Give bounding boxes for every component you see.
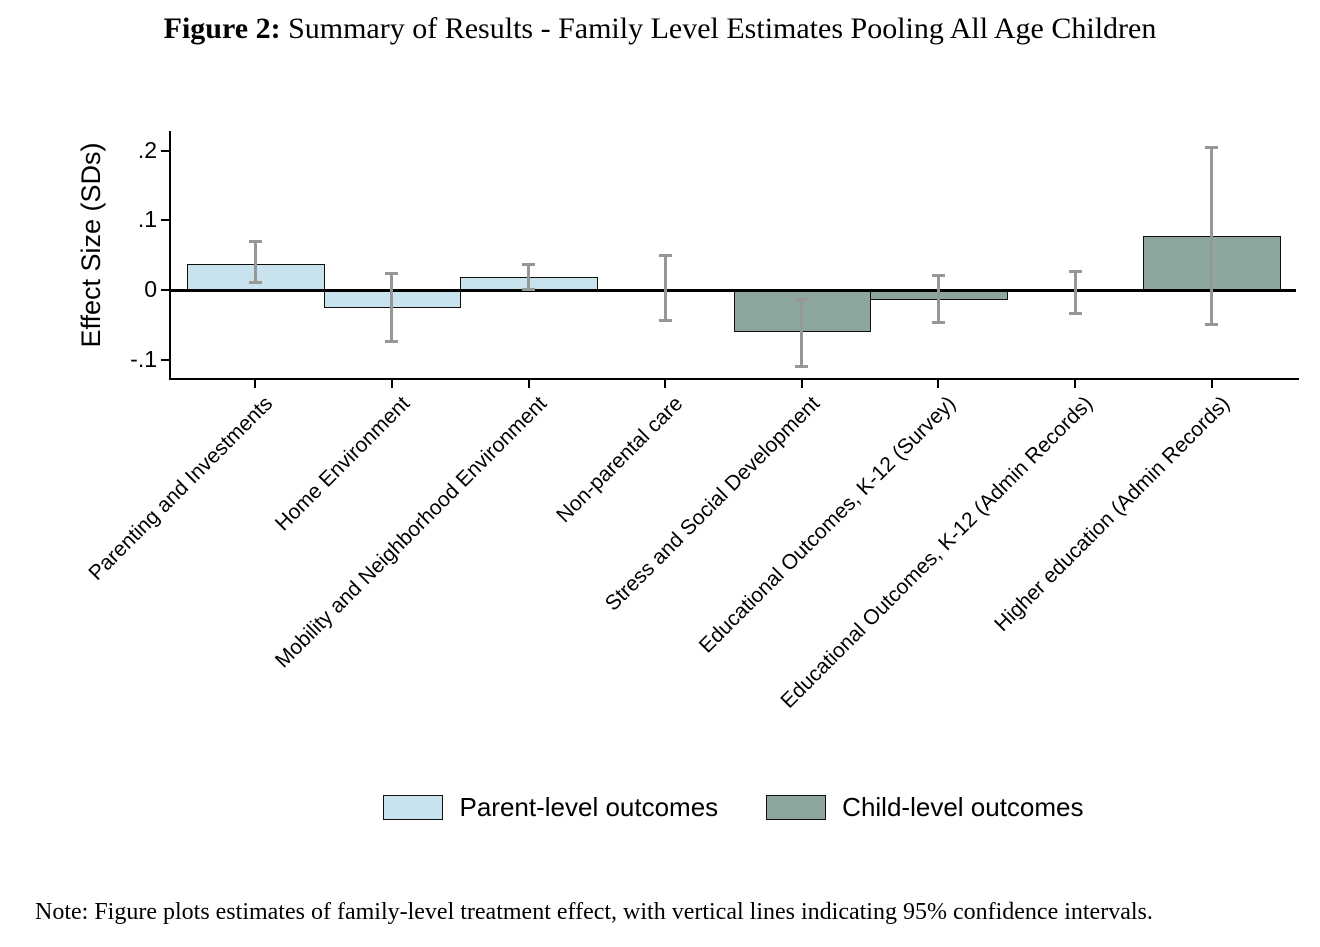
x-axis bbox=[169, 378, 1299, 380]
confidence-interval-line bbox=[390, 273, 394, 342]
figure-note: Note: Figure plots estimates of family-l… bbox=[35, 899, 1153, 925]
ci-lower-cap bbox=[795, 364, 809, 368]
y-tick bbox=[161, 149, 169, 152]
y-tick bbox=[161, 289, 169, 292]
confidence-interval-line bbox=[800, 299, 804, 367]
y-tick-label: .1 bbox=[137, 206, 157, 233]
legend-label-parent: Parent-level outcomes bbox=[459, 792, 719, 822]
ci-lower-cap bbox=[522, 287, 536, 291]
ci-lower-cap bbox=[658, 318, 672, 322]
ci-upper-cap bbox=[385, 271, 399, 275]
x-tick bbox=[937, 380, 940, 388]
child-outcomes-swatch bbox=[766, 795, 827, 820]
ci-lower-cap bbox=[248, 280, 262, 284]
ci-lower-cap bbox=[931, 321, 945, 325]
y-tick bbox=[161, 358, 169, 361]
figure-title: Figure 2: Summary of Results - Family Le… bbox=[0, 12, 1320, 46]
x-tick bbox=[1210, 380, 1213, 388]
y-tick-label: .2 bbox=[137, 136, 157, 163]
figure-title-text: Summary of Results - Family Level Estima… bbox=[280, 12, 1157, 45]
y-tick-label: 0 bbox=[144, 276, 157, 303]
legend-entry-child: Child-level outcomes bbox=[766, 792, 1084, 823]
legend-label-child: Child-level outcomes bbox=[842, 792, 1084, 822]
ci-lower-cap bbox=[385, 340, 399, 344]
parent-outcomes-swatch bbox=[383, 795, 444, 820]
ci-upper-cap bbox=[795, 297, 809, 301]
confidence-interval-line bbox=[936, 275, 940, 323]
x-tick bbox=[254, 380, 257, 388]
confidence-interval-line bbox=[527, 264, 531, 290]
x-tick bbox=[800, 380, 803, 388]
x-tick bbox=[527, 380, 530, 388]
zero-line bbox=[171, 288, 1296, 292]
figure-number: Figure 2: bbox=[163, 12, 281, 45]
legend-entry-parent: Parent-level outcomes bbox=[383, 792, 718, 823]
ci-upper-cap bbox=[658, 254, 672, 258]
x-tick bbox=[1074, 380, 1077, 388]
ci-upper-cap bbox=[1068, 270, 1082, 274]
y-tick bbox=[161, 219, 169, 222]
y-tick-label: -.1 bbox=[130, 345, 157, 372]
x-tick bbox=[664, 380, 667, 388]
y-axis bbox=[169, 131, 171, 380]
ci-lower-cap bbox=[1205, 323, 1219, 327]
confidence-interval-line bbox=[1073, 271, 1077, 314]
x-tick bbox=[390, 380, 393, 388]
confidence-interval-line bbox=[1210, 147, 1214, 325]
ci-upper-cap bbox=[248, 240, 262, 244]
confidence-interval-line bbox=[253, 241, 257, 283]
ci-upper-cap bbox=[1205, 145, 1219, 149]
legend: Parent-level outcomes Child-level outcom… bbox=[170, 792, 1297, 823]
ci-upper-cap bbox=[522, 262, 536, 266]
confidence-interval-line bbox=[663, 255, 667, 321]
ci-upper-cap bbox=[931, 273, 945, 277]
ci-lower-cap bbox=[1068, 311, 1082, 315]
